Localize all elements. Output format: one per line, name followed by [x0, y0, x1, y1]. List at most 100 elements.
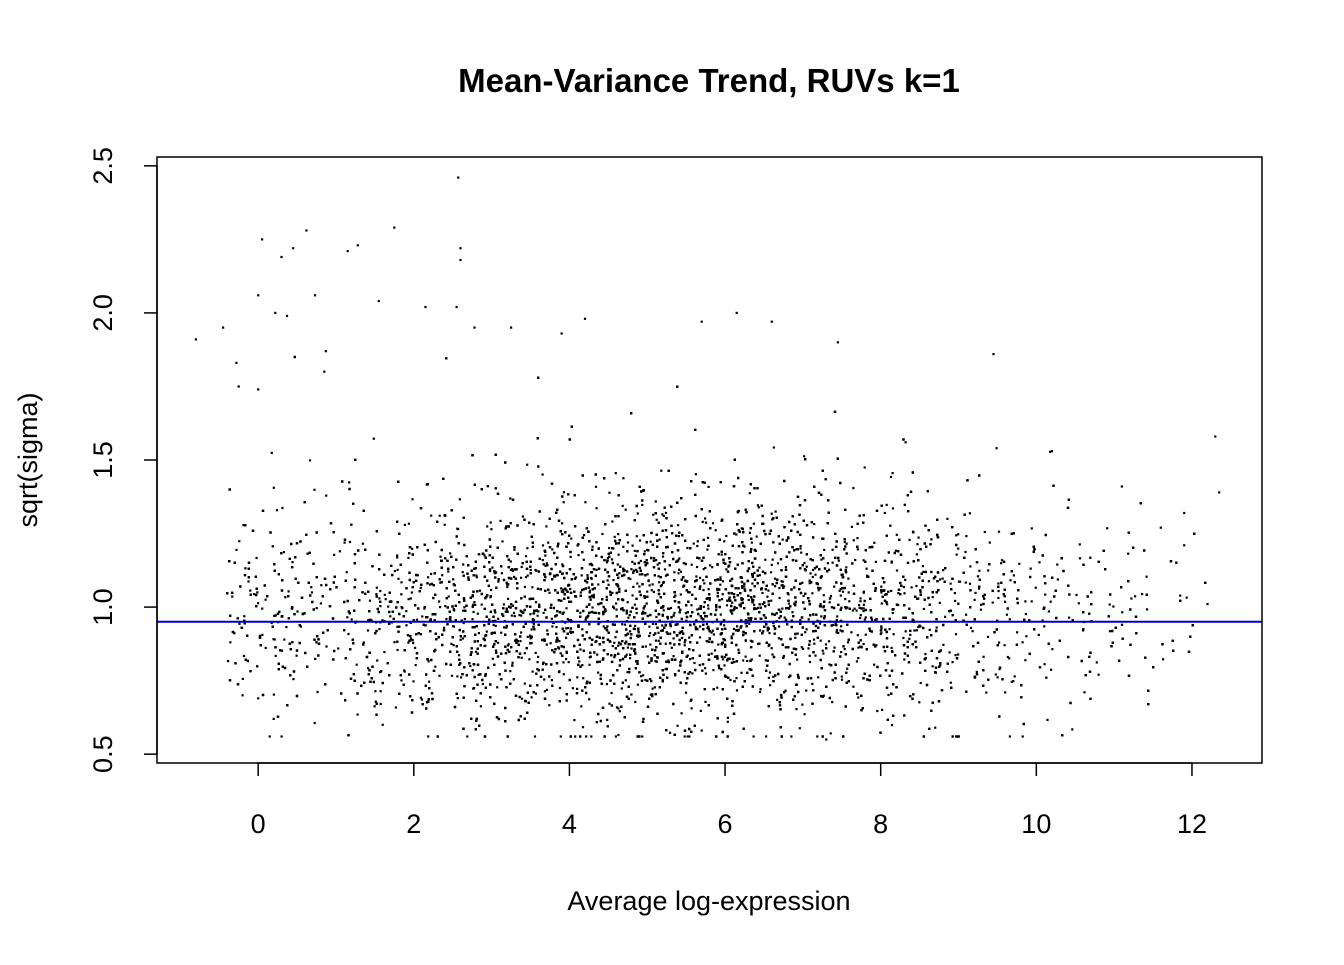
- data-point: [922, 570, 925, 573]
- data-point: [704, 700, 707, 703]
- data-point: [509, 497, 512, 500]
- data-point: [644, 645, 647, 648]
- data-point: [819, 602, 822, 606]
- data-point: [748, 492, 751, 495]
- data-point: [573, 719, 576, 722]
- data-point: [1145, 575, 1148, 578]
- data-point: [689, 614, 693, 618]
- data-point: [890, 724, 894, 727]
- data-point: [624, 679, 627, 682]
- data-point: [850, 631, 853, 634]
- data-point: [1071, 728, 1074, 731]
- data-point: [459, 638, 462, 641]
- data-point: [533, 612, 536, 615]
- data-point: [475, 574, 478, 577]
- data-point: [686, 546, 689, 550]
- data-point: [856, 634, 859, 637]
- data-point: [828, 601, 831, 604]
- data-point: [562, 591, 565, 594]
- data-point: [588, 663, 591, 666]
- data-point: [710, 652, 713, 655]
- data-point: [831, 561, 834, 564]
- data-point: [721, 580, 725, 583]
- data-point: [310, 586, 313, 589]
- data-point: [658, 562, 661, 565]
- data-point: [847, 577, 850, 580]
- data-point: [372, 437, 375, 440]
- data-point: [707, 588, 710, 591]
- data-point: [324, 350, 327, 353]
- data-point: [887, 693, 890, 697]
- data-point: [582, 558, 585, 561]
- data-point: [1030, 527, 1033, 530]
- data-point: [414, 664, 417, 667]
- data-point: [439, 581, 442, 584]
- data-point: [702, 605, 705, 608]
- data-point: [840, 625, 843, 628]
- data-point: [545, 688, 548, 691]
- data-point: [751, 582, 754, 585]
- data-point: [704, 672, 707, 675]
- data-point: [244, 567, 247, 570]
- data-point: [296, 610, 299, 613]
- data-point: [584, 618, 587, 621]
- data-point: [565, 650, 568, 653]
- data-point: [755, 535, 758, 538]
- data-point: [698, 663, 701, 667]
- data-point: [771, 518, 774, 521]
- data-point: [811, 568, 815, 572]
- data-point: [456, 675, 459, 678]
- data-point: [494, 624, 497, 627]
- data-point: [986, 635, 990, 638]
- data-point: [545, 562, 548, 565]
- data-point: [850, 525, 853, 528]
- data-point: [843, 540, 846, 544]
- data-point: [643, 550, 646, 553]
- data-point: [759, 688, 762, 691]
- data-point: [560, 332, 563, 335]
- data-point: [1078, 557, 1082, 560]
- data-point: [804, 631, 807, 634]
- data-point: [814, 654, 817, 657]
- data-point: [513, 575, 516, 578]
- data-point: [683, 735, 686, 738]
- data-point: [770, 320, 773, 323]
- data-point: [1077, 602, 1080, 605]
- data-point: [858, 604, 861, 607]
- data-point: [847, 591, 850, 594]
- data-point: [407, 598, 410, 601]
- data-point: [579, 648, 582, 651]
- data-point: [969, 565, 972, 568]
- data-point: [444, 605, 447, 608]
- data-point: [864, 616, 867, 619]
- data-point: [1008, 735, 1011, 738]
- data-point: [889, 475, 893, 479]
- data-point: [500, 572, 503, 575]
- data-point: [535, 569, 538, 572]
- data-point: [707, 485, 710, 488]
- data-point: [1183, 511, 1186, 515]
- data-point: [410, 591, 413, 594]
- data-point: [830, 606, 833, 609]
- data-point: [863, 618, 866, 621]
- data-point: [603, 611, 606, 614]
- data-point: [641, 503, 644, 506]
- data-point: [458, 654, 461, 657]
- data-point: [1024, 659, 1027, 662]
- data-point: [890, 589, 893, 592]
- data-point: [655, 559, 658, 562]
- data-point: [586, 574, 589, 577]
- data-point: [791, 611, 794, 614]
- data-point: [257, 697, 260, 700]
- data-point: [534, 651, 537, 654]
- data-point: [397, 577, 400, 580]
- data-point: [633, 549, 636, 552]
- data-point: [375, 586, 378, 589]
- data-point: [606, 718, 609, 721]
- data-point: [813, 642, 816, 645]
- data-point: [735, 606, 738, 610]
- data-point: [530, 696, 533, 699]
- data-point: [430, 572, 433, 576]
- data-point: [617, 644, 620, 647]
- data-point: [257, 388, 260, 391]
